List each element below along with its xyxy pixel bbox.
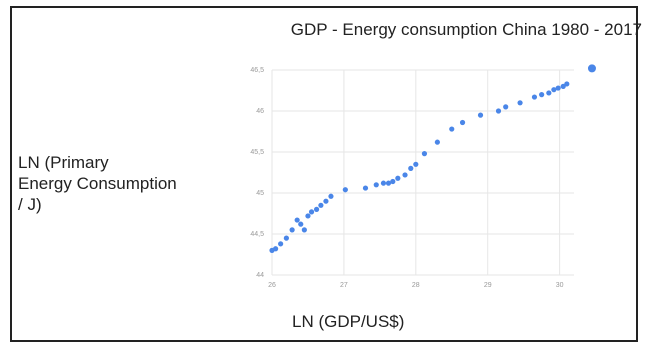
y-tick-label: 44 xyxy=(256,272,264,279)
x-tick-label: 30 xyxy=(556,282,564,289)
data-point xyxy=(546,90,552,96)
x-tick-label: 26 xyxy=(268,282,276,289)
data-point xyxy=(402,172,408,178)
x-tick-label: 29 xyxy=(484,282,492,289)
y-tick-label: 46,5 xyxy=(250,67,264,74)
chart-frame xyxy=(10,6,638,342)
y-axis-label: LN (Primary Energy Consumption / J) xyxy=(18,153,177,214)
data-point xyxy=(587,64,596,73)
y-tick-label: 45 xyxy=(256,190,264,197)
data-points xyxy=(269,64,596,253)
data-point xyxy=(283,235,289,241)
x-tick-label: 27 xyxy=(340,282,348,289)
x-axis-label: LN (GDP/US$) xyxy=(292,312,405,331)
data-point xyxy=(449,126,455,132)
data-point xyxy=(323,198,329,204)
y-tick-label: 45,5 xyxy=(250,149,264,156)
chart-title: GDP - Energy consumption China 1980 - 20… xyxy=(290,20,642,39)
data-point xyxy=(539,92,545,98)
data-point xyxy=(298,221,304,227)
data-point xyxy=(477,112,484,118)
data-point xyxy=(278,241,284,247)
data-point xyxy=(517,100,523,106)
y-tick-label: 44,5 xyxy=(250,231,264,238)
data-point xyxy=(380,180,387,186)
data-point xyxy=(313,206,320,212)
plot-grid xyxy=(271,69,574,276)
data-point xyxy=(362,185,369,191)
y-tick-label: 46 xyxy=(256,108,264,115)
data-point xyxy=(395,175,401,181)
data-point xyxy=(305,213,311,219)
data-point xyxy=(390,178,396,185)
data-point xyxy=(301,227,307,233)
data-point xyxy=(413,161,419,167)
data-point xyxy=(373,182,379,188)
data-point xyxy=(564,81,570,87)
data-point xyxy=(408,165,414,171)
data-point xyxy=(503,104,509,110)
data-point xyxy=(272,246,279,252)
data-point xyxy=(342,187,348,193)
x-tick-label: 28 xyxy=(412,282,420,289)
data-point xyxy=(531,94,538,100)
data-point xyxy=(555,85,561,91)
data-point xyxy=(434,139,440,145)
data-point xyxy=(495,108,502,114)
tick-labels: 44 44,5 45 45,5 46 46,5 26 27 28 29 30 xyxy=(250,67,563,289)
data-point xyxy=(459,119,466,126)
data-point xyxy=(551,87,557,93)
data-point xyxy=(289,227,295,233)
data-point xyxy=(328,193,334,199)
data-point xyxy=(294,217,300,223)
data-point xyxy=(421,151,428,157)
data-point xyxy=(385,180,392,186)
data-point xyxy=(318,202,324,208)
data-point xyxy=(308,209,315,215)
